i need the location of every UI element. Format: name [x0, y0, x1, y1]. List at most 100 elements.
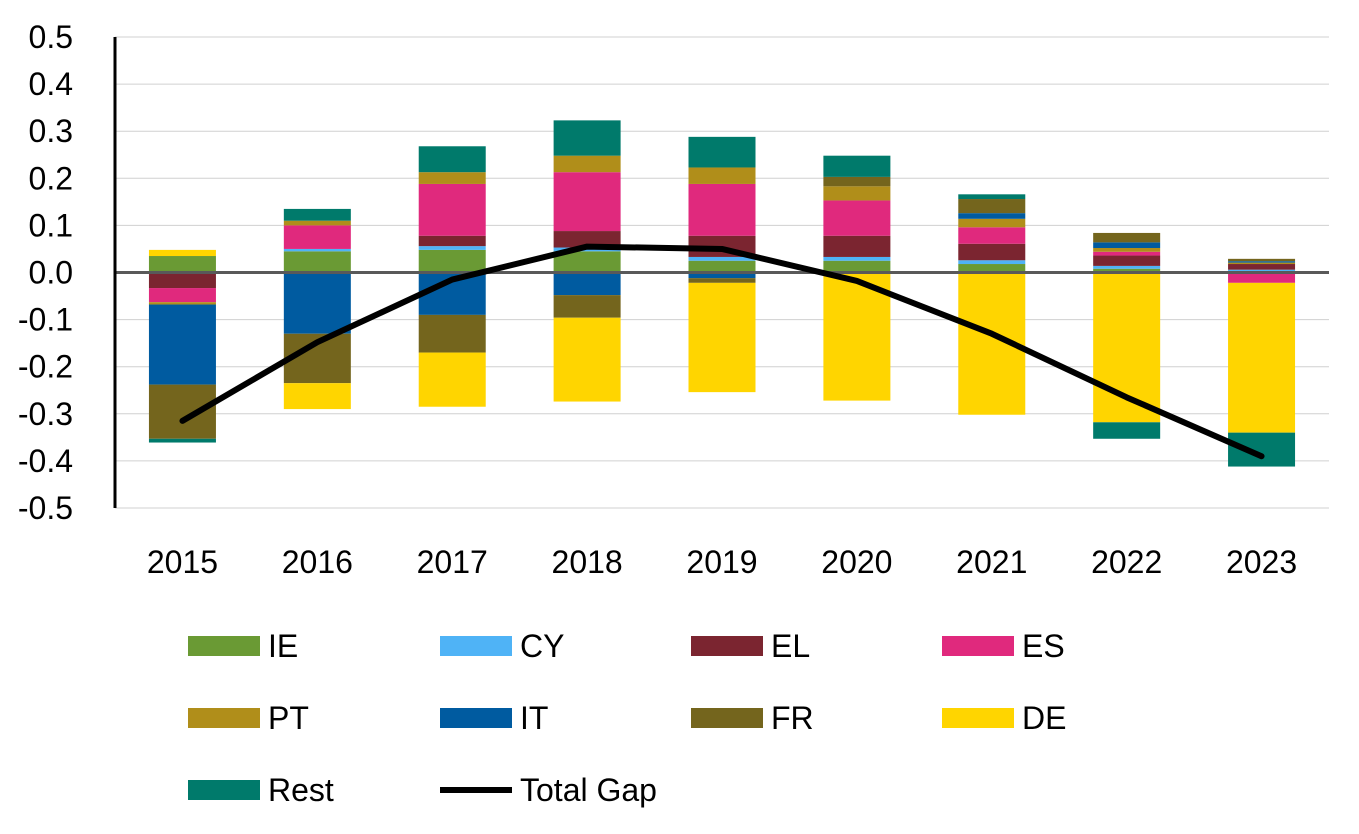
- bar-segment-rest-2016: [283, 208, 351, 221]
- legend-swatch: [188, 708, 260, 728]
- x-tick-label: 2016: [282, 544, 353, 580]
- bar-segment-es-2016: [283, 225, 351, 249]
- bar-segment-es-2015: [148, 288, 216, 303]
- x-tick-label: 2022: [1091, 544, 1162, 580]
- y-tick-label: 0.2: [29, 160, 73, 196]
- legend-swatch: [691, 708, 763, 728]
- legend-item-es: ES: [942, 628, 1065, 664]
- legend-swatch: [942, 636, 1014, 656]
- bar-segment-el-2017: [418, 235, 486, 247]
- bar-segment-rest-2018: [553, 120, 621, 156]
- x-tick-label: 2017: [417, 544, 488, 580]
- y-tick-label: -0.5: [18, 490, 73, 526]
- bar-segment-es-2021: [958, 227, 1026, 244]
- bar-segment-fr-2015: [148, 384, 216, 439]
- legend-swatch: [691, 636, 763, 656]
- bar-segment-pt-2016: [283, 220, 351, 226]
- bar-segment-cy-2023: [1228, 269, 1296, 272]
- y-tick-label: -0.1: [18, 302, 73, 338]
- bar-segment-cy-2016: [283, 248, 351, 252]
- total-gap-polyline: [179, 243, 1265, 460]
- bar-segment-el-2021: [958, 243, 1026, 261]
- x-tick-label: 2021: [956, 544, 1027, 580]
- legend-item-cy: CY: [440, 628, 564, 664]
- bar-segment-pt-2015: [148, 302, 216, 305]
- x-tick-label: 2023: [1226, 544, 1297, 580]
- bar-segment-cy-2017: [418, 246, 486, 250]
- x-tick-label: 2018: [552, 544, 623, 580]
- bar-segment-es-2022: [1093, 251, 1161, 256]
- y-tick-label: 0.1: [29, 207, 73, 243]
- bar-segment-ie-2017: [418, 249, 486, 273]
- bar-segment-el-2023: [1228, 264, 1296, 270]
- y-tick-labels: 0.5 0.4 0.3 0.2 0.1 0.0 -0.1 -0.2 -0.3 -0.4 -0.5: [18, 19, 73, 526]
- x-tick-labels: 2015 2016 2017 2018 2019 2020 2021 2022 2023: [147, 544, 1297, 580]
- legend-label: PT: [268, 700, 309, 736]
- bar-segment-rest-2021: [958, 194, 1026, 200]
- y-tick-label: -0.2: [18, 349, 73, 385]
- bar-segment-fr-2019: [688, 278, 756, 283]
- bar-segment-it-2022: [1093, 242, 1161, 249]
- bar-segment-ie-2018: [553, 251, 621, 273]
- bar-segment-fr-2018: [553, 295, 621, 318]
- bar-segment-rest-2020: [823, 155, 891, 177]
- legend-label: CY: [520, 628, 564, 664]
- legend-item-ie: IE: [188, 628, 298, 664]
- bar-segment-de-2016: [283, 383, 351, 410]
- bar-segment-cy-2022: [1093, 265, 1161, 269]
- bar-segment-cy-2021: [958, 260, 1026, 265]
- bar-segment-de-2019: [688, 282, 756, 393]
- legend-label: IE: [268, 628, 298, 664]
- bar-segment-de-2023: [1228, 282, 1296, 433]
- bar-segment-it-2021: [958, 213, 1026, 219]
- bar-segment-de-2017: [418, 352, 486, 407]
- bar-segment-rest-2017: [418, 146, 486, 173]
- y-tick-label: -0.4: [18, 443, 73, 479]
- bar-segment-pt-2017: [418, 172, 486, 184]
- bar-segment-es-2018: [553, 172, 621, 232]
- legend-label: DE: [1022, 700, 1066, 736]
- bar-segment-rest-2022: [1093, 422, 1161, 439]
- bar-segment-ie-2016: [283, 251, 351, 273]
- bar-segment-pt-2018: [553, 155, 621, 173]
- bar-segment-pt-2022: [1093, 248, 1161, 252]
- legend-label: ES: [1022, 628, 1065, 664]
- bar-segment-el-2015: [148, 273, 216, 289]
- bar-segment-es-2020: [823, 200, 891, 236]
- bar-segment-pt-2019: [688, 167, 756, 184]
- legend-label: FR: [771, 700, 814, 736]
- bar-segment-es-2019: [688, 183, 756, 236]
- bar-segment-cy-2019: [688, 256, 756, 261]
- x-tick-label: 2019: [686, 544, 757, 580]
- y-tick-label: 0.5: [29, 19, 73, 55]
- bar-segment-it-2019: [688, 272, 756, 279]
- bar-segment-ie-2020: [823, 260, 891, 273]
- bar-segment-el-2020: [823, 235, 891, 257]
- bar-segment-el-2022: [1093, 255, 1161, 266]
- y-tick-label: 0.3: [29, 113, 73, 149]
- x-tick-label: 2015: [147, 544, 218, 580]
- bar-segment-de-2015: [148, 249, 216, 257]
- bar-segment-it-2023: [1228, 261, 1296, 263]
- legend-item-fr: FR: [691, 700, 814, 736]
- bar-segment-cy-2020: [823, 256, 891, 261]
- legend-item-pt: PT: [188, 700, 309, 736]
- y-tick-label: 0.0: [29, 255, 73, 291]
- legend-swatch: [440, 636, 512, 656]
- bar-segment-fr-2020: [823, 176, 891, 187]
- legend-label: Total Gap: [520, 772, 657, 808]
- bar-segment-it-2016: [283, 272, 351, 334]
- y-tick-label: 0.4: [29, 66, 73, 102]
- x-tick-label: 2020: [821, 544, 892, 580]
- bar-segment-ie-2021: [958, 264, 1026, 273]
- bar-segment-rest-2023: [1228, 432, 1296, 467]
- bar-segment-ie-2015: [148, 256, 216, 273]
- bar-segment-fr-2022: [1093, 232, 1161, 243]
- y-tick-label: -0.3: [18, 396, 73, 432]
- bar-segment-rest-2015: [148, 438, 216, 443]
- bar-segment-rest-2019: [688, 136, 756, 168]
- legend-swatch: [440, 708, 512, 728]
- bar-segment-pt-2021: [958, 218, 1026, 228]
- bar-segment-fr-2021: [958, 199, 1026, 214]
- legend-label: IT: [520, 700, 548, 736]
